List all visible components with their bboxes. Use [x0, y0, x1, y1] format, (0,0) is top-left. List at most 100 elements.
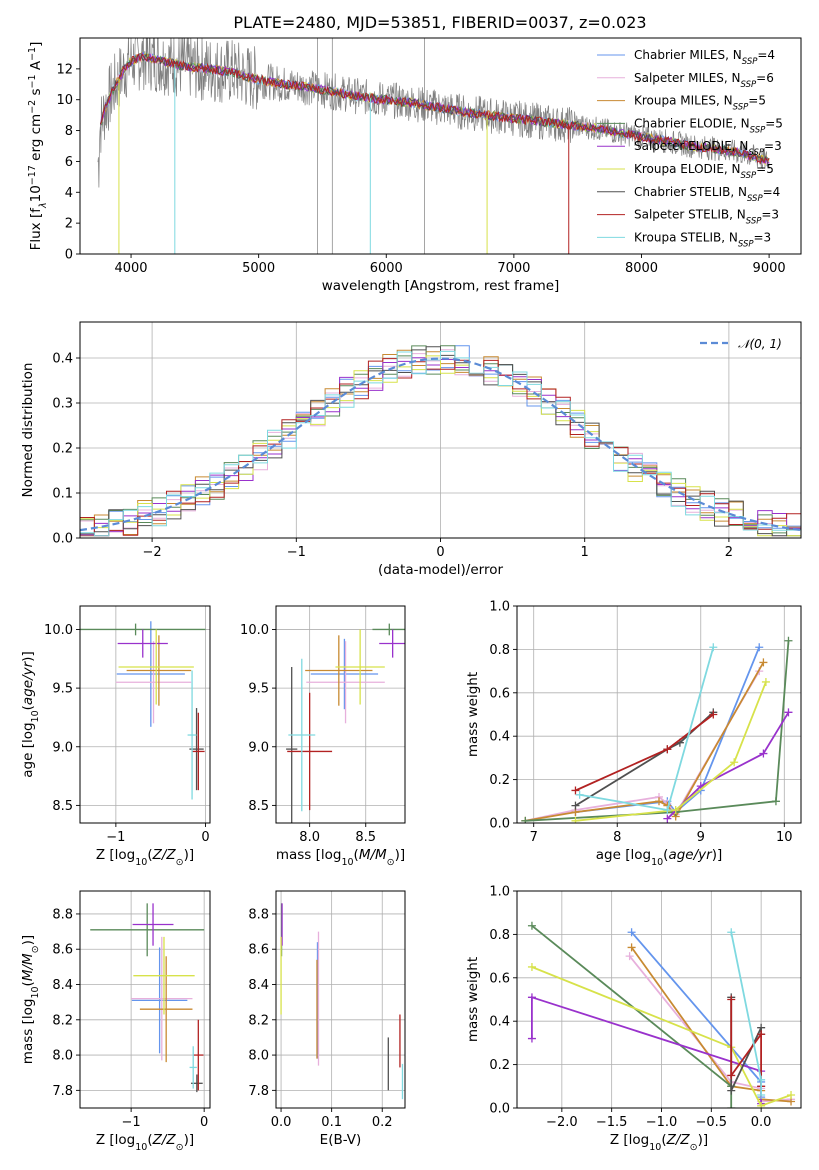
y-tick-label: 8.5	[248, 799, 269, 814]
y-tick-label: 0.6	[489, 686, 510, 701]
residual-histogram	[80, 355, 801, 537]
y-tick-label: 0.4	[489, 730, 510, 745]
axes-frame	[516, 890, 802, 1109]
x-tick-label: 0.0	[751, 1115, 772, 1130]
x-axis-label: mass [log10(M/M⊙)]	[276, 847, 405, 868]
y-tick-label: 8	[65, 124, 73, 139]
plot-area-mass_vs_Z	[90, 903, 205, 1093]
y-tick-label: 4	[65, 186, 73, 201]
panel-mass_vs_Z: −1 0 7.8 8.0 8.2 8.4 8.6 8.8 Z [log10(Z/Z⊙)] mass…	[20, 890, 211, 1153]
plot-area-massweight_vs_Z	[527, 921, 796, 1108]
mass-weight-marker	[757, 1090, 766, 1099]
legend-entry: Salpeter ELODIE, NSSP=3	[634, 139, 782, 158]
y-tick-label: 0.0	[52, 532, 73, 547]
x-tick-label: 4000	[114, 261, 147, 276]
mass-weight-marker	[571, 801, 580, 810]
y-tick-label: 2	[65, 217, 73, 232]
y-tick-label: 8.0	[248, 1049, 269, 1064]
y-tick-label: 0.6	[489, 971, 510, 986]
mass-weight-marker	[730, 758, 739, 767]
y-tick-label: 7.8	[52, 1084, 73, 1099]
mass-weight-marker	[771, 797, 780, 806]
y-tick-label: 1.0	[489, 600, 510, 615]
y-tick-label: 8.5	[52, 799, 73, 814]
mass-weight-marker	[727, 1086, 736, 1095]
x-tick-label: −1	[122, 1115, 141, 1130]
model-spectrum	[100, 53, 770, 165]
axes-frame	[275, 605, 406, 824]
y-axis-label: age [log10(age/yr)]	[20, 651, 41, 777]
panel-age_vs_mass: 8.0 8.5 8.5 9.0 9.5 10.0 mass [log10(M/M⊙)]	[240, 605, 406, 868]
legend-entry: Kroupa MILES, NSSP=5	[634, 94, 766, 113]
x-axis-label: E(B-V)	[320, 1132, 362, 1148]
y-tick-label: 0.8	[489, 643, 510, 658]
mass-weight-line	[525, 640, 790, 822]
y-tick-label: 8.8	[248, 907, 269, 922]
residual-histogram	[80, 345, 801, 537]
y-tick-label: 9.0	[52, 740, 73, 755]
mass-weight-line	[575, 713, 714, 792]
y-tick-label: 8.2	[248, 1013, 269, 1028]
x-tick-label: 7	[530, 830, 538, 845]
x-axis-label: age [log10(age/yr)]	[596, 847, 722, 868]
x-tick-label: 7000	[497, 261, 530, 276]
y-tick-label: 9.0	[248, 740, 269, 755]
plot-area-age_vs_mass	[286, 623, 405, 823]
mass-weight-marker	[575, 790, 584, 799]
legend-entry: 𝒩(0, 1)	[738, 337, 782, 351]
x-tick-label: 5000	[242, 261, 275, 276]
y-tick-label: 10.0	[240, 623, 269, 638]
mass-weight-marker	[527, 993, 536, 1002]
y-tick-label: 8.4	[52, 978, 73, 993]
y-tick-label: 7.8	[248, 1084, 269, 1099]
mass-weight-line	[575, 681, 767, 822]
panel-mass_vs_ebv: 0.0 0.1 0.2 7.8 8.0 8.2 8.4 8.6 8.8 E(B-V)	[248, 890, 406, 1148]
x-tick-label: −0.5	[696, 1115, 728, 1130]
plot-area-massweight_vs_age	[521, 636, 793, 823]
y-tick-label: 8.6	[52, 943, 73, 958]
panel-age_vs_Z: −1 0 8.5 9.0 9.5 10.0 Z [log10(Z/Z⊙)] age [log1…	[20, 605, 211, 868]
mass-weight-marker	[759, 749, 768, 758]
axes-frame	[275, 890, 406, 1109]
mass-weight-marker	[527, 1034, 536, 1043]
mass-weight-marker	[571, 786, 580, 795]
y-tick-label: 0.0	[489, 817, 510, 832]
residual-histogram	[80, 358, 801, 537]
mass-weight-marker	[655, 797, 663, 806]
x-tick-label: 8	[613, 830, 621, 845]
y-axis-label: mass weight	[465, 672, 481, 757]
x-tick-label: 0	[201, 830, 209, 845]
x-tick-label: 8000	[625, 261, 658, 276]
mass-weight-marker	[527, 921, 536, 930]
y-tick-label: 10	[56, 93, 73, 108]
y-tick-label: 0.3	[52, 397, 73, 412]
y-tick-label: 6	[65, 155, 73, 170]
y-tick-label: 1.0	[489, 885, 510, 900]
legend-entry: Kroupa ELODIE, NSSP=5	[634, 162, 774, 181]
panel-residual_histogram: −2 −1 0 1 2 0.0 0.1 0.2 0.3 0.4 (data-model)/error…	[20, 321, 802, 578]
y-tick-label: 0.8	[489, 928, 510, 943]
x-tick-label: −1	[287, 545, 306, 560]
residual-histogram	[80, 350, 801, 537]
legend-entry: Chabrier STELIB, NSSP=4	[634, 185, 780, 204]
mass-weight-marker	[727, 928, 736, 937]
mass-weight-marker	[757, 1030, 766, 1039]
x-tick-label: 9000	[753, 261, 786, 276]
mass-weight-marker	[663, 745, 672, 754]
y-tick-label: 9.5	[52, 682, 73, 697]
mass-weight-marker	[627, 928, 636, 937]
y-tick-label: 8.2	[52, 1013, 73, 1028]
y-tick-label: 0.2	[489, 773, 510, 788]
gaussian-curve	[80, 357, 801, 532]
legend-entry: Kroupa STELIB, NSSP=3	[634, 230, 771, 249]
y-tick-label: 8.0	[52, 1049, 73, 1064]
y-axis-label: Normed distribution	[20, 363, 36, 498]
plot-area-spectrum	[97, 38, 770, 254]
mass-weight-marker	[761, 677, 770, 686]
y-tick-label: 0.2	[52, 442, 73, 457]
mass-weight-line	[575, 646, 761, 814]
x-tick-label: 0	[200, 1115, 208, 1130]
x-tick-label: −2.0	[546, 1115, 578, 1130]
y-tick-label: 9.5	[248, 682, 269, 697]
mass-weight-marker	[709, 710, 718, 719]
